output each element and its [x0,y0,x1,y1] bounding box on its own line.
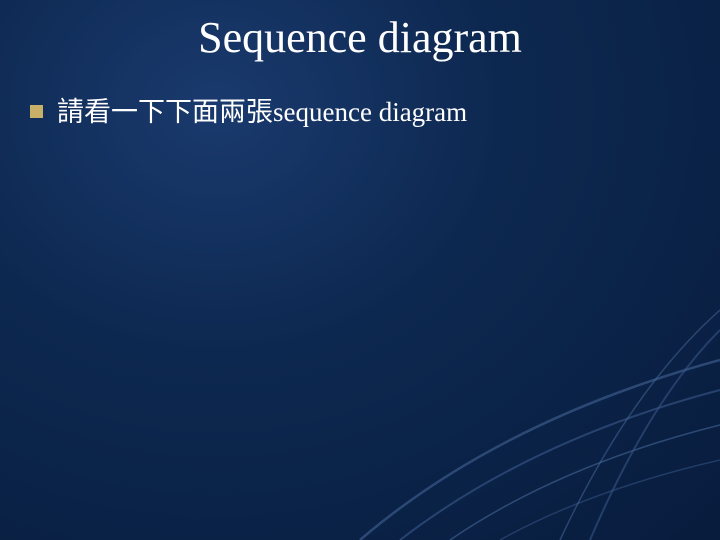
decorative-swoosh [300,280,720,540]
slide-body: 請看一下下面兩張sequence diagram [30,95,690,130]
slide: Sequence diagram 請看一下下面兩張sequence diagra… [0,0,720,540]
bullet-text: 請看一下下面兩張sequence diagram [57,95,467,130]
slide-title: Sequence diagram [0,12,720,63]
list-item: 請看一下下面兩張sequence diagram [30,95,690,130]
bullet-icon [30,105,43,118]
